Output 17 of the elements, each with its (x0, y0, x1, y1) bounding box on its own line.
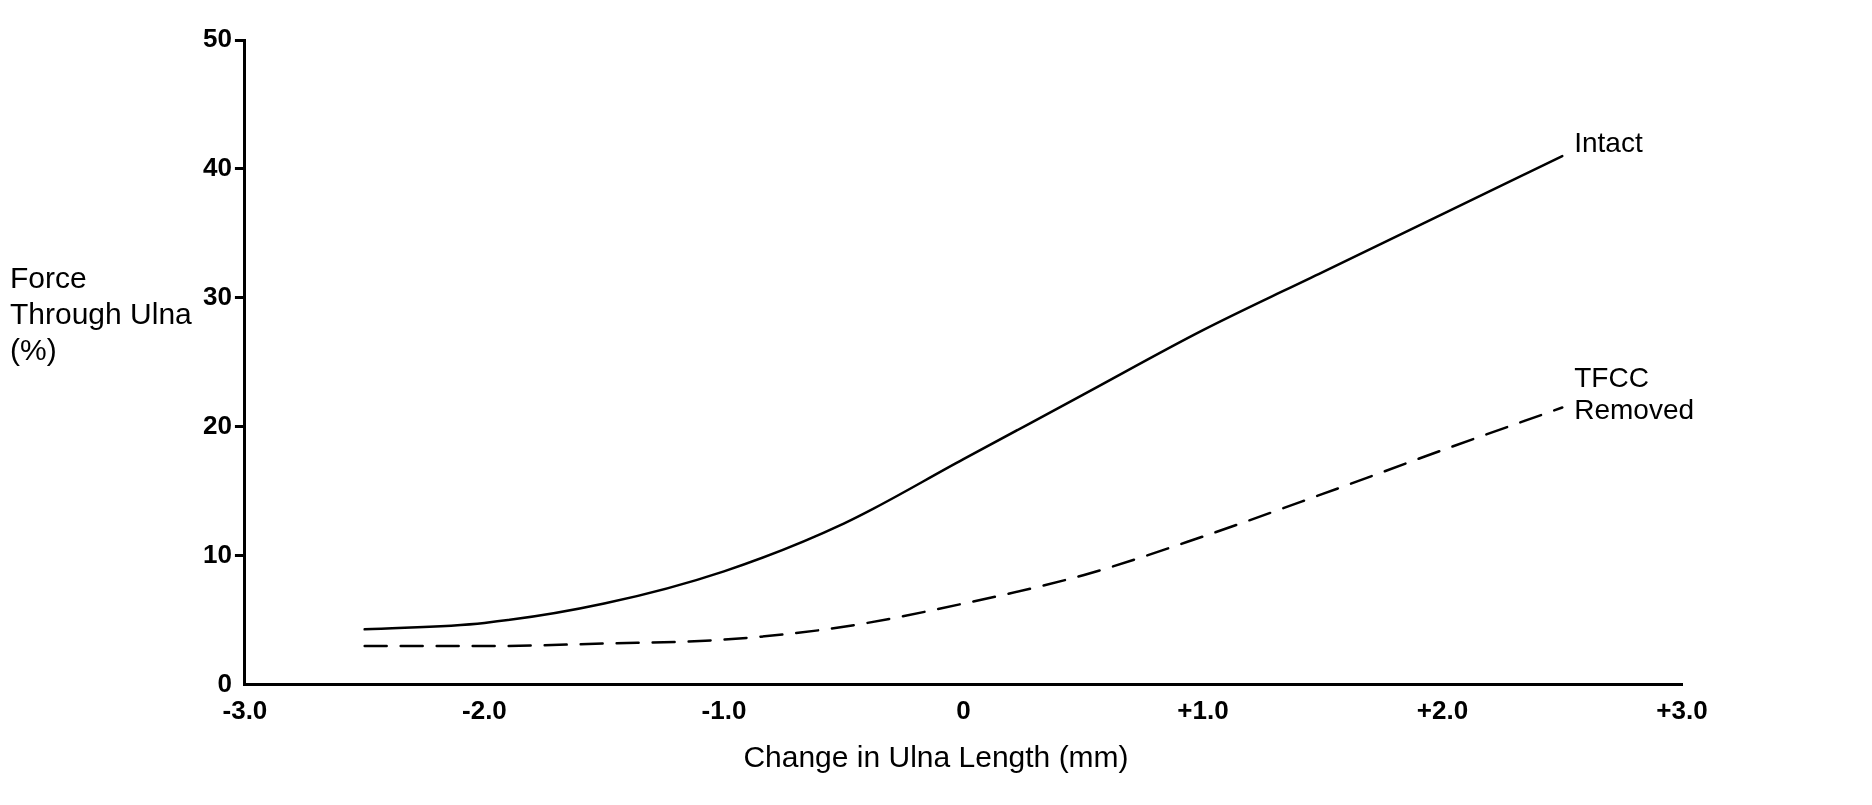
x-axis-title: Change in Ulna Length (mm) (742, 740, 1130, 774)
x-tick-label: +1.0 (1177, 694, 1229, 725)
series-label: TFCC Removed (1574, 362, 1695, 426)
y-tick-label: 50 (203, 23, 232, 54)
x-tick-label: -1.0 (701, 694, 747, 725)
y-tick-label: 20 (203, 410, 232, 441)
x-tick-label: 0 (956, 694, 971, 725)
line-series (363, 154, 1564, 631)
x-tick-label: +3.0 (1656, 694, 1708, 725)
x-tick-label: +2.0 (1416, 694, 1469, 725)
y-axis-title: Force Through Ulna (%) (10, 260, 193, 368)
series-label: Intact (1574, 126, 1643, 158)
line-series (363, 406, 1564, 648)
y-tick-label: 40 (203, 152, 232, 183)
y-tick-label: 10 (203, 539, 232, 570)
y-tick-label: 30 (203, 281, 232, 312)
x-tick-label: -2.0 (462, 694, 507, 725)
